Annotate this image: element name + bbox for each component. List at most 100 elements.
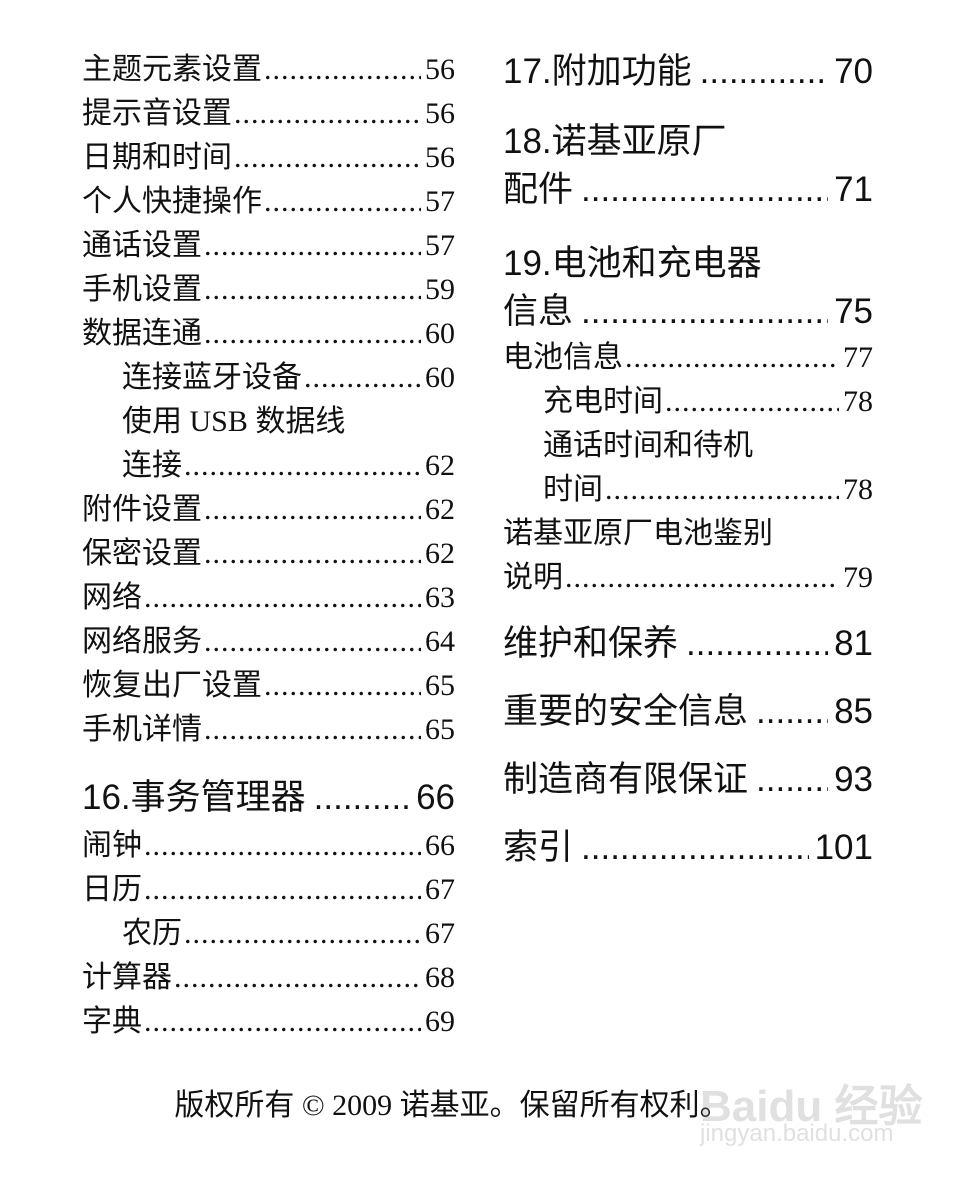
chapter-title: 制造商有限保证 bbox=[503, 760, 749, 799]
toc-entry[interactable]: 日历 67 bbox=[82, 870, 455, 910]
leader-dots bbox=[234, 138, 421, 178]
entry-title: 提示音设置 bbox=[82, 97, 232, 130]
leader-dots bbox=[700, 48, 828, 96]
leader-dots bbox=[304, 358, 421, 398]
toc-chapter-line[interactable]: 19.电池和充电器 bbox=[503, 244, 762, 283]
toc-chapter[interactable]: 配件 71 bbox=[503, 166, 873, 214]
toc-entry[interactable]: 附件设置 62 bbox=[82, 490, 455, 530]
toc-entry[interactable]: 字典 69 bbox=[82, 1002, 455, 1042]
entry-title: 说明 bbox=[503, 561, 563, 594]
toc-entry[interactable]: 保密设置 62 bbox=[82, 534, 455, 574]
toc-chapter[interactable]: 索引 101 bbox=[503, 824, 873, 872]
leader-dots bbox=[204, 622, 421, 662]
toc-chapter[interactable]: 16.事务管理器 66 bbox=[82, 774, 455, 822]
entry-title: 手机详情 bbox=[82, 713, 202, 746]
toc-chapter[interactable]: 信息 75 bbox=[503, 288, 873, 336]
toc-entry[interactable]: 计算器 68 bbox=[82, 958, 455, 998]
entry-title: 恢复出厂设置 bbox=[82, 669, 262, 702]
chapter-title: 配件 bbox=[503, 170, 574, 209]
leader-dots bbox=[144, 578, 421, 618]
entry-title: 连接 bbox=[122, 449, 182, 482]
leader-dots bbox=[264, 666, 421, 706]
page-number: 66 bbox=[416, 778, 455, 817]
chapter-title: 索引 bbox=[503, 828, 574, 867]
leader-dots bbox=[184, 914, 421, 954]
page-number: 62 bbox=[425, 449, 455, 482]
page-number: 78 bbox=[843, 385, 873, 418]
leader-dots bbox=[565, 558, 839, 598]
toc-chapter[interactable]: 17.附加功能 70 bbox=[503, 48, 873, 96]
entry-title: 手机设置 bbox=[82, 273, 202, 306]
page-number: 71 bbox=[834, 170, 873, 209]
page-number: 57 bbox=[425, 185, 455, 218]
page-number: 66 bbox=[425, 829, 455, 862]
leader-dots bbox=[314, 774, 410, 822]
toc-entry[interactable]: 主题元素设置 56 bbox=[82, 50, 455, 90]
toc-subentry-line[interactable]: 通话时间和待机 bbox=[543, 429, 753, 462]
toc-subentry-line[interactable]: 使用 USB 数据线 bbox=[122, 405, 346, 438]
page-number: 62 bbox=[425, 537, 455, 570]
toc-entry[interactable]: 手机设置 59 bbox=[82, 270, 455, 310]
page-number: 67 bbox=[425, 917, 455, 950]
toc-chapter-line[interactable]: 18.诺基亚原厂 bbox=[503, 122, 727, 161]
toc-entry[interactable]: 数据连通 60 bbox=[82, 314, 455, 354]
leader-dots bbox=[581, 166, 828, 214]
toc-subentry[interactable]: 连接 62 bbox=[122, 446, 455, 486]
page-number: 101 bbox=[814, 828, 873, 867]
toc-entry[interactable]: 日期和时间 56 bbox=[82, 138, 455, 178]
leader-dots bbox=[204, 490, 421, 530]
page-number: 69 bbox=[425, 1005, 455, 1038]
watermark-logo: Baidu 经验 bbox=[700, 1082, 923, 1131]
toc-subentry[interactable]: 充电时间 78 bbox=[543, 382, 873, 422]
toc-entry[interactable]: 电池信息 77 bbox=[503, 338, 873, 378]
toc-chapter[interactable]: 重要的安全信息 85 bbox=[503, 688, 873, 736]
toc-entry-line[interactable]: 诺基亚原厂电池鉴别 bbox=[503, 517, 773, 550]
entry-title: 通话设置 bbox=[82, 229, 202, 262]
page-number: 60 bbox=[425, 361, 455, 394]
leader-dots bbox=[204, 226, 421, 266]
toc-entry[interactable]: 通话设置 57 bbox=[82, 226, 455, 266]
page-number: 70 bbox=[834, 52, 873, 91]
leader-dots bbox=[605, 470, 839, 510]
leader-dots bbox=[756, 756, 828, 804]
entry-title: 计算器 bbox=[82, 961, 172, 994]
toc-entry[interactable]: 闹钟 66 bbox=[82, 826, 455, 866]
toc-entry[interactable]: 提示音设置 56 bbox=[82, 94, 455, 134]
page-number: 65 bbox=[425, 669, 455, 702]
leader-dots bbox=[581, 824, 809, 872]
toc-entry[interactable]: 网络服务 64 bbox=[82, 622, 455, 662]
page-number: 56 bbox=[425, 141, 455, 174]
toc-subentry[interactable]: 时间 78 bbox=[543, 470, 873, 510]
page-number: 65 bbox=[425, 713, 455, 746]
page-number: 81 bbox=[834, 624, 873, 663]
toc-entry[interactable]: 手机详情 65 bbox=[82, 710, 455, 750]
toc-chapter[interactable]: 制造商有限保证 93 bbox=[503, 756, 873, 804]
leader-dots bbox=[581, 288, 828, 336]
page-number: 63 bbox=[425, 581, 455, 614]
entry-title: 主题元素设置 bbox=[82, 53, 262, 86]
page-number: 64 bbox=[425, 625, 455, 658]
leader-dots bbox=[204, 314, 421, 354]
copyright-footer: 版权所有 © 2009 诺基亚。保留所有权利。 bbox=[174, 1089, 730, 1122]
toc-chapter[interactable]: 维护和保养 81 bbox=[503, 620, 873, 668]
page-number: 93 bbox=[834, 760, 873, 799]
entry-title: 个人快捷操作 bbox=[82, 185, 262, 218]
page-number: 59 bbox=[425, 273, 455, 306]
leader-dots bbox=[204, 270, 421, 310]
watermark-url: jingyan.baidu.com bbox=[700, 1120, 894, 1147]
entry-title: 充电时间 bbox=[543, 385, 663, 418]
toc-entry[interactable]: 恢复出厂设置 65 bbox=[82, 666, 455, 706]
entry-title: 农历 bbox=[122, 917, 182, 950]
toc-subentry[interactable]: 连接蓝牙设备 60 bbox=[122, 358, 455, 398]
leader-dots bbox=[665, 382, 839, 422]
toc-entry[interactable]: 说明 79 bbox=[503, 558, 873, 598]
toc-entry[interactable]: 网络 63 bbox=[82, 578, 455, 618]
leader-dots bbox=[144, 1002, 421, 1042]
leader-dots bbox=[144, 870, 421, 910]
entry-title: 连接蓝牙设备 bbox=[122, 361, 302, 394]
page-number: 62 bbox=[425, 493, 455, 526]
leader-dots bbox=[174, 958, 421, 998]
toc-entry[interactable]: 个人快捷操作 57 bbox=[82, 182, 455, 222]
page-number: 79 bbox=[843, 561, 873, 594]
toc-subentry[interactable]: 农历 67 bbox=[122, 914, 455, 954]
